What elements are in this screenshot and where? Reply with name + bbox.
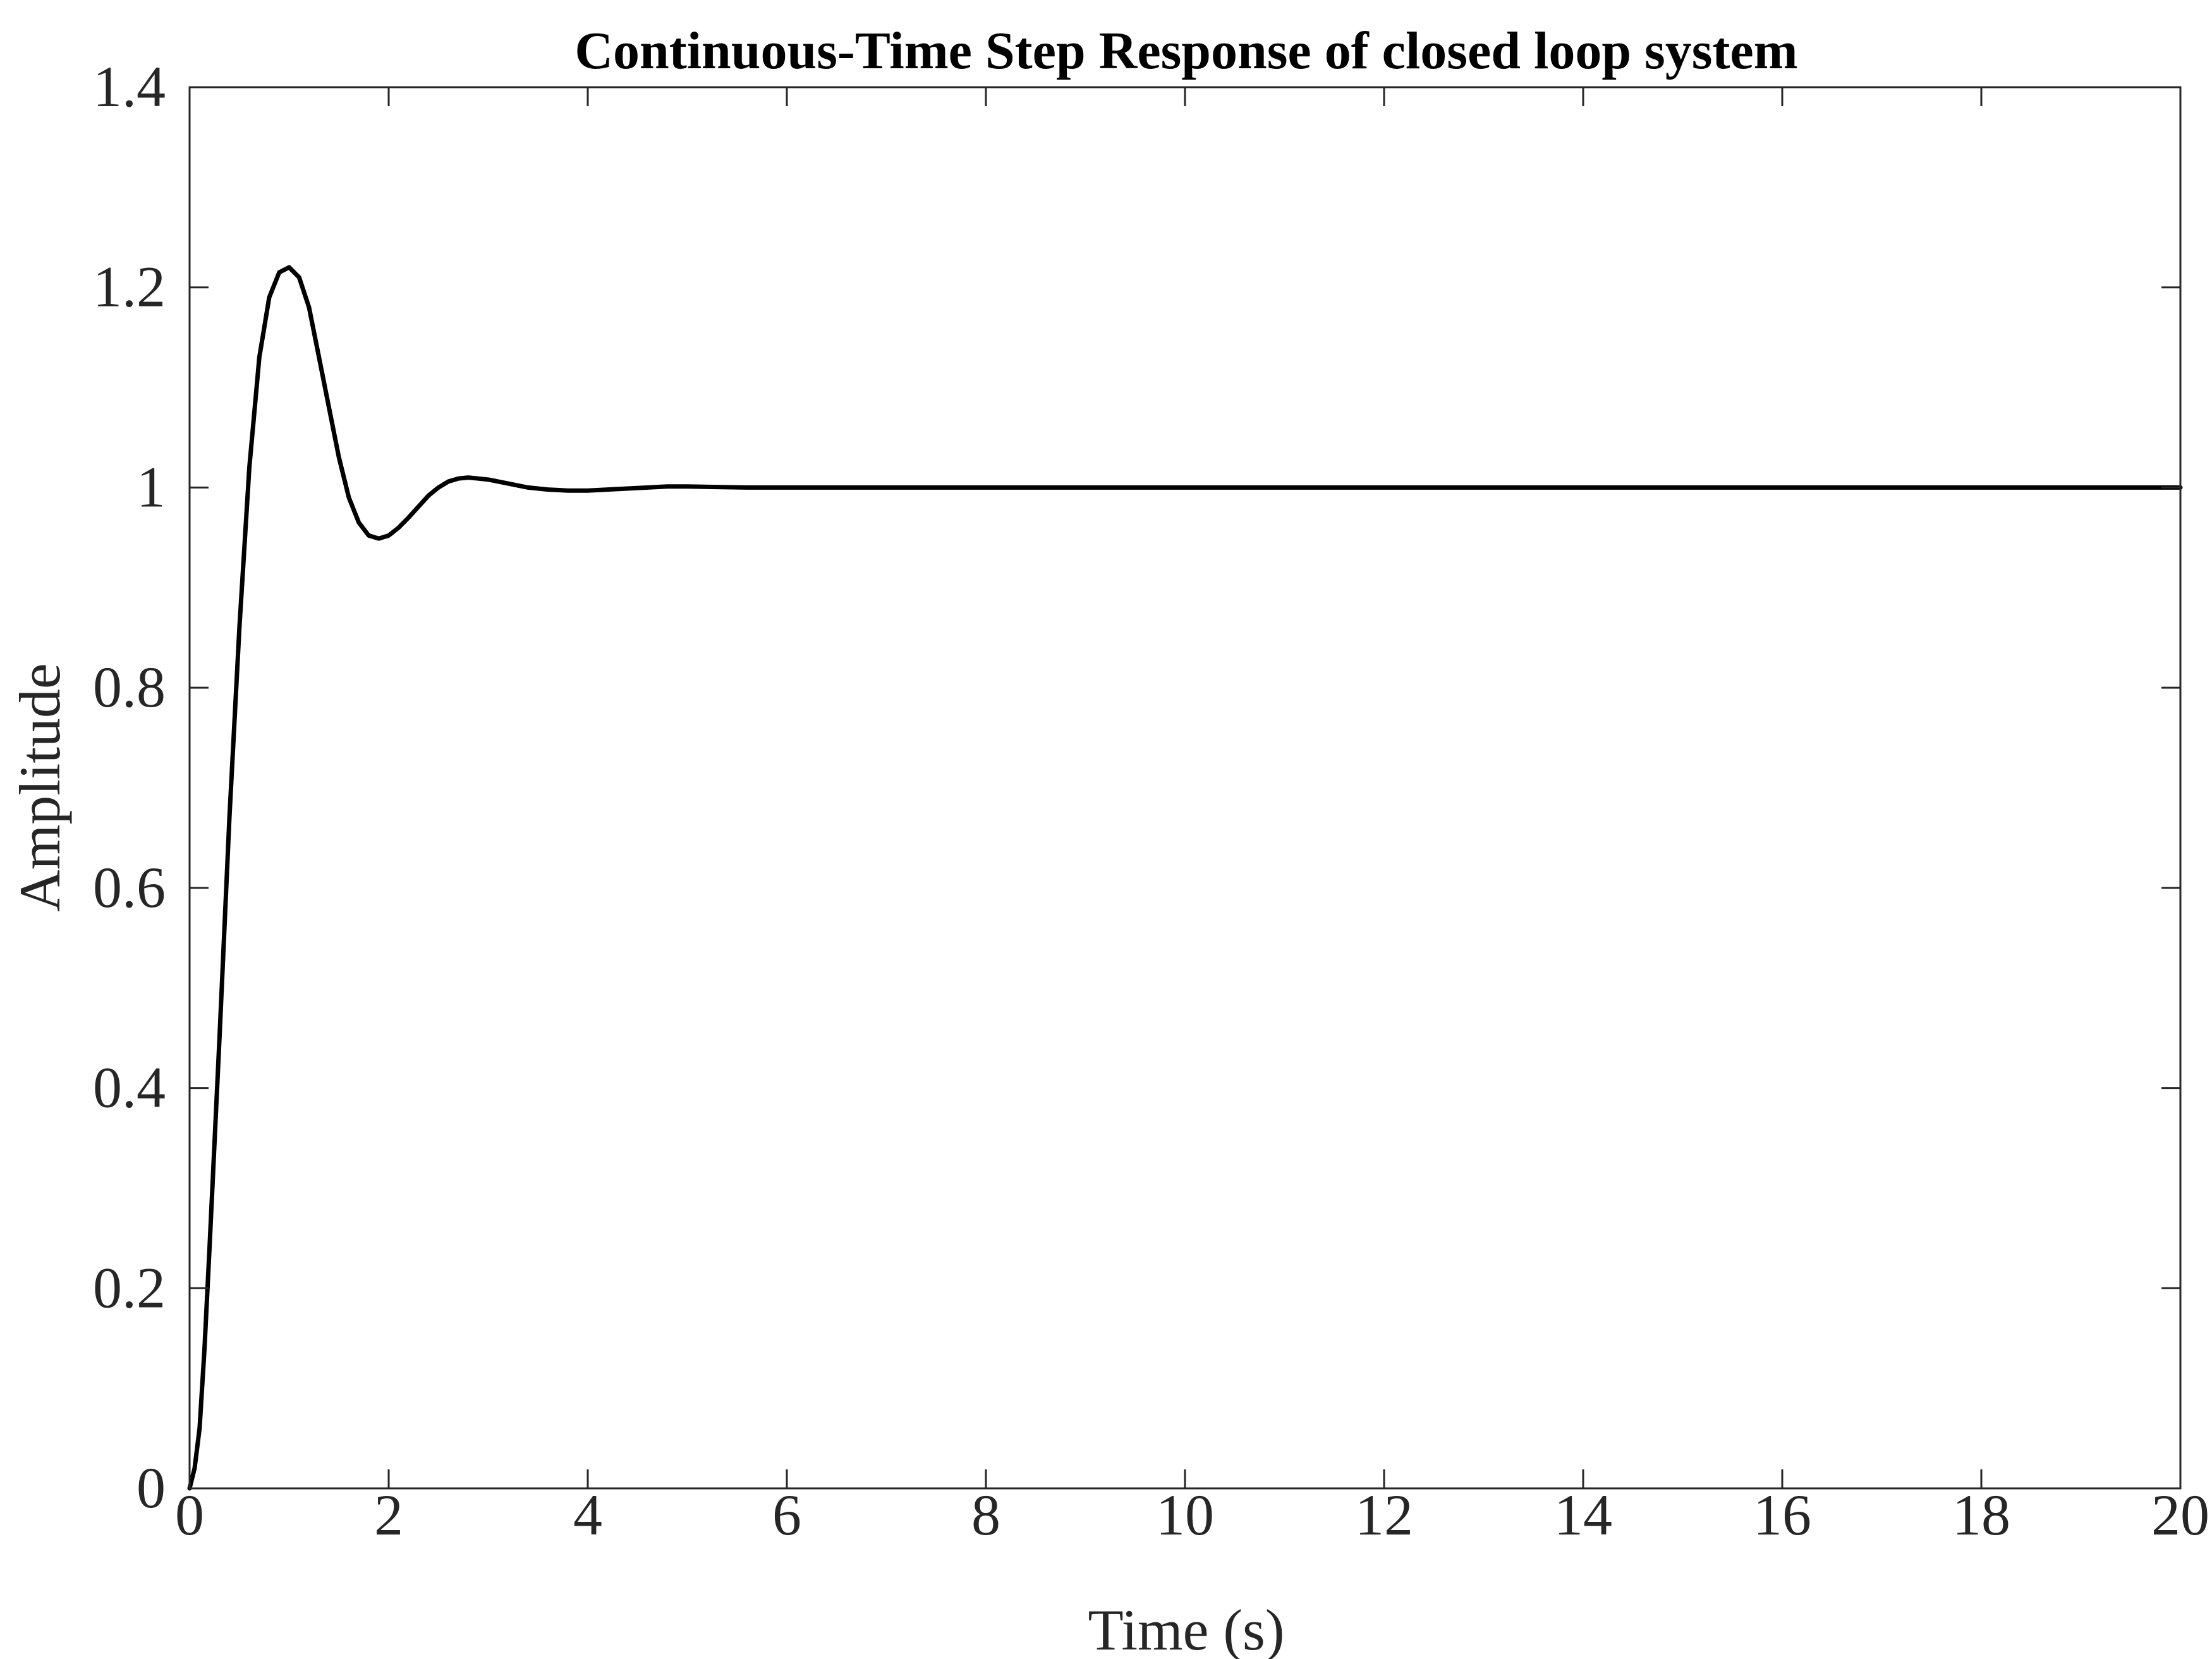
x-tick-label: 10 [1156,1483,1214,1547]
x-tick-label: 20 [2151,1483,2209,1547]
y-tick-label: 1.4 [93,54,166,119]
plot-area: 0 2 4 6 8 10 12 14 16 18 20 0 0.2 0.4 0.6 0.8 1 1.2 1.4 [93,54,2209,1547]
y-tick-label: 0.2 [93,1255,166,1320]
y-tick-label: 0 [137,1455,166,1520]
y-tick-label: 1 [137,454,166,519]
x-axis-label: Time (s) [1088,1598,1285,1659]
x-tick-label: 16 [1753,1483,1811,1547]
x-tick-label: 18 [1952,1483,2010,1547]
y-tick-label: 0.4 [93,1055,166,1120]
x-tick-label: 8 [971,1483,1000,1547]
y-axis-label: Amplitude [8,663,72,912]
x-tick-label: 2 [374,1483,403,1547]
series-line [187,265,2183,1491]
x-tick-label: 14 [1554,1483,1612,1547]
x-tick-label: 12 [1355,1483,1413,1547]
x-tick-label: 6 [772,1483,801,1547]
y-tick-label: 0.8 [93,655,166,719]
chart-title: Continuous-Time Step Response of closed … [574,21,1797,80]
x-tick-label: 0 [175,1483,204,1547]
y-tick-label: 1.2 [93,255,166,319]
y-tick-label: 0.6 [93,855,166,920]
x-tick-label: 4 [573,1483,602,1547]
